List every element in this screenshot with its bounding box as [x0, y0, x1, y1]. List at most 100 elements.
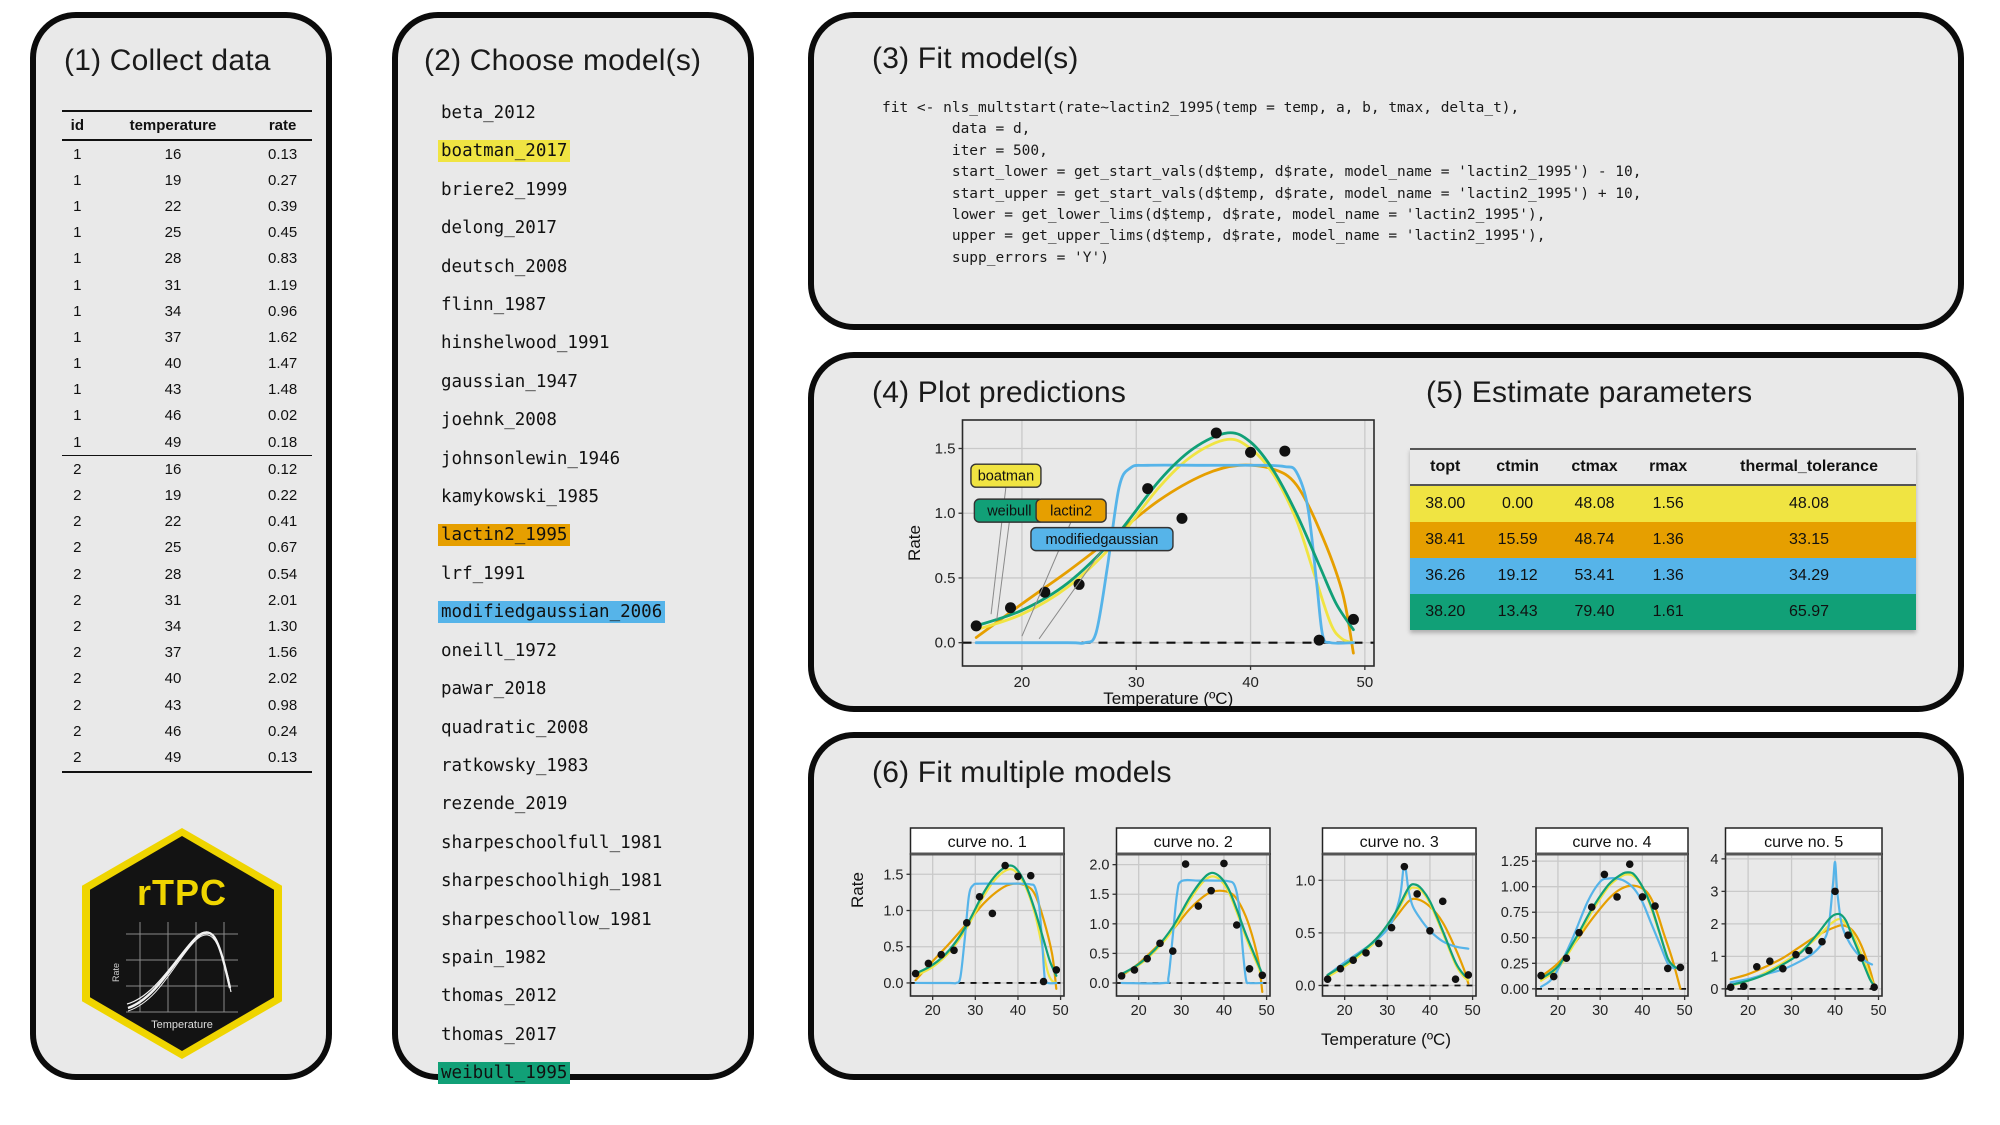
data-point — [1156, 939, 1164, 948]
y-tick-label: 0.5 — [1295, 926, 1315, 942]
table-row: 2 28 0.54 — [62, 561, 312, 587]
model-item-flinn_1987: flinn_1987 — [438, 286, 665, 324]
model-label: kamykowski_1985 — [441, 487, 600, 508]
table-cell: 2.02 — [268, 670, 298, 688]
column-header-id: id — [62, 110, 93, 141]
data-point — [1739, 982, 1748, 991]
data-point — [975, 892, 984, 901]
table-cell: 0.13 — [253, 744, 312, 773]
table-cell: 0.39 — [268, 197, 298, 215]
model-label-text: boatman — [978, 469, 1034, 485]
table-cell: 28 — [164, 250, 182, 268]
data-point — [1451, 975, 1460, 983]
table-cell: 34 — [164, 617, 182, 635]
data-point — [1336, 964, 1345, 973]
model-label: lrf_1991 — [441, 563, 526, 584]
table-cell: 2 — [73, 617, 82, 635]
rtpc-hex-logo: rTPC Rate Temperature — [82, 828, 282, 1059]
facet-curve-4: 20 30 40 50 0.00 0.25 0.50 0.75 1.00 1.25 curve no… — [1501, 827, 1693, 1019]
table-row: 2 37 1.56 — [62, 640, 312, 666]
x-tick-label: 20 — [1740, 1003, 1756, 1019]
table-cell: 1.47 — [268, 355, 298, 373]
x-tick-label: 20 — [1550, 1003, 1566, 1019]
x-tick-label: 50 — [1677, 1003, 1693, 1019]
x-tick-label: 20 — [925, 1003, 941, 1019]
data-point — [1726, 983, 1735, 992]
data-point — [1210, 427, 1222, 439]
data-point — [1117, 972, 1126, 980]
raw-data-table-header: id temperature rate — [62, 110, 312, 141]
y-tick-label: 0.50 — [1501, 931, 1529, 947]
facet-curve-2: 20 30 40 50 0.0 0.5 1.0 1.5 2.0 curve no. 2 — [1089, 827, 1275, 1019]
table-cell: 2 — [62, 744, 93, 773]
y-tick-label: 0.5 — [935, 570, 956, 587]
x-tick-label: 50 — [1357, 674, 1374, 691]
facet-strip — [1724, 827, 1883, 855]
table-cell: 37 — [164, 328, 182, 346]
x-tick-label: 30 — [1784, 1003, 1800, 1019]
facet-y-axis-label: Rate — [848, 872, 867, 908]
data-point — [1818, 937, 1826, 946]
table-row: 1 22 0.39 — [62, 193, 312, 219]
raw-data-table: id temperature rate 1 16 0.13 1 19 0.27 1 22 0.39 1… — [62, 110, 312, 773]
param-row-weibull: 38.20 13.43 79.40 1.61 65.97 — [1410, 594, 1916, 630]
model-curve-lactin2 — [914, 882, 1058, 990]
x-tick-label: 50 — [1870, 1003, 1886, 1019]
param-cell: 65.97 — [1789, 603, 1830, 620]
data-point — [1857, 954, 1865, 962]
data-point — [924, 959, 933, 968]
data-point — [1870, 983, 1878, 992]
panel4-title: (4) Plot predictions — [872, 376, 1127, 409]
data-point — [1387, 923, 1396, 932]
data-point — [1014, 872, 1022, 881]
y-tick-label: 1.0 — [935, 505, 956, 522]
table-row: 2 46 0.24 — [62, 718, 312, 744]
plot-area — [1116, 854, 1270, 996]
label-connector — [996, 521, 1010, 620]
table-cell: 2 — [73, 644, 82, 662]
param-cell: 48.08 — [1574, 495, 1615, 512]
facet-strip — [909, 827, 1065, 855]
table-cell: 0.24 — [268, 722, 298, 740]
table-cell: 1 — [73, 276, 82, 294]
param-cell: 38.00 — [1425, 495, 1466, 512]
logo-ylabel: Rate — [112, 963, 121, 982]
x-tick-label: 30 — [1379, 1003, 1395, 1019]
table-row: 1 37 1.62 — [62, 324, 312, 350]
data-point — [1143, 954, 1151, 963]
model-label: flinn_1987 — [441, 295, 547, 316]
data-point — [1039, 977, 1048, 986]
facet-strip — [1115, 827, 1271, 855]
model-curve-lactin2 — [974, 463, 1355, 655]
param-cell: 19.12 — [1497, 567, 1538, 584]
table-row: 1 25 0.45 — [62, 220, 312, 246]
table-cell: 0.67 — [268, 539, 298, 557]
y-tick-label: 0 — [1710, 982, 1718, 998]
param-column-ctmax: ctmax — [1554, 448, 1635, 486]
y-axis-label: Rate — [906, 525, 924, 561]
table-cell: 28 — [164, 565, 182, 583]
facet-curve-3: 20 30 40 50 0.0 0.5 1.0 curve no. 3 — [1295, 827, 1481, 1019]
facet-strip-label: curve no. 1 — [948, 834, 1027, 851]
y-tick-label: 2.0 — [1089, 858, 1109, 874]
model-label: lactin2_1995 — [438, 524, 571, 547]
logo-tpc-curves — [126, 931, 232, 1012]
x-tick-label: 20 — [1014, 674, 1031, 691]
data-point — [1374, 939, 1383, 948]
table-cell: 2 — [73, 487, 82, 505]
facet-strip-label: curve no. 3 — [1360, 834, 1439, 851]
x-tick-label: 40 — [1422, 1003, 1438, 1019]
model-label: joehnk_2008 — [441, 410, 557, 431]
param-cell: 0.00 — [1502, 495, 1534, 512]
panel-choose-models: (2) Choose model(s) beta_2012 boatman_201… — [392, 12, 754, 1085]
table-cell: 0.54 — [268, 565, 298, 583]
table-cell: 25 — [164, 224, 182, 242]
data-point — [1844, 931, 1852, 940]
table-cell: 1.19 — [268, 276, 298, 294]
y-tick-label: 1.0 — [1295, 873, 1315, 889]
model-label: thomas_2017 — [441, 1024, 557, 1045]
data-point — [1549, 972, 1558, 981]
data-point — [1562, 954, 1571, 963]
data-point — [1220, 859, 1228, 868]
param-cell: 38.20 — [1425, 603, 1466, 620]
